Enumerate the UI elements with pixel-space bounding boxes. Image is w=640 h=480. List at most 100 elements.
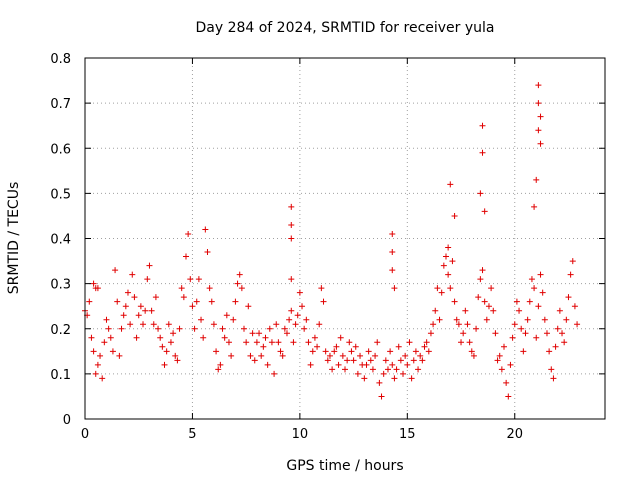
data-point bbox=[488, 285, 495, 292]
data-point bbox=[228, 352, 235, 359]
data-point bbox=[518, 325, 525, 332]
data-point bbox=[402, 352, 409, 359]
data-point bbox=[127, 321, 134, 328]
data-point bbox=[380, 370, 387, 377]
data-point bbox=[221, 334, 228, 341]
data-point bbox=[479, 149, 486, 156]
data-point bbox=[157, 334, 164, 341]
data-point bbox=[165, 321, 172, 328]
y-tick-label: 0.8 bbox=[50, 52, 71, 67]
data-point bbox=[417, 352, 424, 359]
data-point bbox=[445, 244, 452, 251]
data-point bbox=[101, 339, 108, 346]
data-point bbox=[496, 352, 503, 359]
data-point bbox=[522, 330, 529, 337]
data-point bbox=[447, 285, 454, 292]
data-point bbox=[548, 366, 555, 373]
data-point bbox=[112, 267, 119, 274]
data-point bbox=[462, 307, 469, 314]
data-point bbox=[367, 357, 374, 364]
data-point bbox=[492, 330, 499, 337]
data-point bbox=[264, 361, 271, 368]
data-point bbox=[400, 370, 407, 377]
data-point bbox=[533, 334, 540, 341]
data-point bbox=[333, 343, 340, 350]
data-point bbox=[187, 276, 194, 283]
data-point bbox=[316, 321, 323, 328]
data-point bbox=[369, 366, 376, 373]
data-point bbox=[473, 325, 480, 332]
data-point bbox=[94, 285, 101, 292]
y-tick-label: 0.2 bbox=[50, 323, 71, 338]
data-point bbox=[389, 230, 396, 237]
y-tick-label: 0 bbox=[63, 413, 71, 428]
data-point bbox=[191, 325, 198, 332]
data-point bbox=[501, 343, 508, 350]
data-point bbox=[292, 321, 299, 328]
y-tick-label: 0.1 bbox=[50, 368, 71, 383]
data-point bbox=[535, 303, 542, 310]
data-point bbox=[189, 303, 196, 310]
data-point bbox=[305, 339, 312, 346]
data-point bbox=[337, 334, 344, 341]
data-point bbox=[309, 348, 316, 355]
data-point bbox=[569, 258, 576, 265]
data-point bbox=[537, 140, 544, 147]
data-point bbox=[90, 348, 97, 355]
y-axis-label: SRMTID / TECUs bbox=[6, 182, 22, 295]
data-point bbox=[348, 348, 355, 355]
data-point bbox=[314, 343, 321, 350]
data-point bbox=[415, 366, 422, 373]
data-point bbox=[232, 298, 239, 305]
data-point bbox=[531, 285, 538, 292]
data-point bbox=[129, 271, 136, 278]
data-point bbox=[464, 321, 471, 328]
data-point bbox=[408, 375, 415, 382]
data-point bbox=[479, 122, 486, 129]
data-point bbox=[554, 325, 561, 332]
data-point bbox=[322, 348, 329, 355]
data-point bbox=[449, 258, 456, 265]
data-point bbox=[391, 375, 398, 382]
y-tick-label: 0.7 bbox=[50, 97, 71, 112]
data-point bbox=[350, 357, 357, 364]
data-point bbox=[432, 307, 439, 314]
x-axis-ticks: 0 5 10 15 20 bbox=[81, 58, 523, 442]
data-point bbox=[352, 343, 359, 350]
x-tick-label: 0 bbox=[81, 427, 89, 442]
data-point bbox=[526, 298, 533, 305]
data-point bbox=[550, 375, 557, 382]
data-point bbox=[507, 361, 514, 368]
data-point bbox=[445, 271, 452, 278]
data-point bbox=[543, 330, 550, 337]
data-point bbox=[537, 271, 544, 278]
data-point bbox=[537, 113, 544, 120]
data-point bbox=[509, 334, 516, 341]
data-point bbox=[193, 298, 200, 305]
data-point bbox=[539, 289, 546, 296]
data-point bbox=[146, 262, 153, 269]
data-point bbox=[249, 330, 256, 337]
data-point bbox=[219, 325, 226, 332]
data-point bbox=[230, 316, 237, 323]
y-tick-label: 0.4 bbox=[50, 233, 71, 248]
data-point bbox=[342, 366, 348, 373]
data-point bbox=[290, 339, 297, 346]
x-tick-label: 10 bbox=[292, 427, 309, 442]
data-point bbox=[339, 352, 346, 359]
data-point bbox=[245, 303, 252, 310]
data-point bbox=[528, 276, 535, 283]
data-point bbox=[131, 294, 138, 301]
x-tick-label: 5 bbox=[188, 427, 196, 442]
data-point bbox=[451, 212, 458, 219]
data-point bbox=[206, 285, 213, 292]
data-point bbox=[318, 285, 325, 292]
data-point bbox=[288, 235, 295, 242]
data-point bbox=[161, 361, 168, 368]
data-point bbox=[535, 127, 542, 134]
data-point bbox=[94, 361, 101, 368]
data-point bbox=[427, 330, 434, 337]
data-point bbox=[182, 253, 189, 260]
data-point bbox=[419, 357, 426, 364]
